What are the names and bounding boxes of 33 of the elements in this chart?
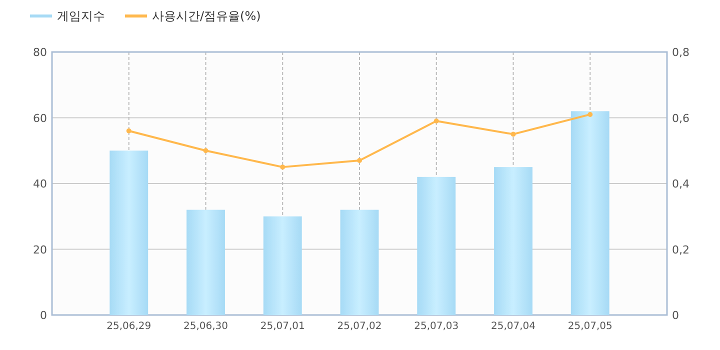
y-tick-label: 40 (33, 178, 47, 190)
y2-tick-label: 0,8 (672, 46, 690, 59)
legend-label: 게임지수 (57, 9, 105, 23)
bar (340, 210, 379, 315)
point (510, 132, 516, 137)
y-tick-label: 80 (33, 46, 47, 59)
y2-tick-label: 0,4 (672, 178, 690, 190)
x-tick-label: 25,07,02 (337, 321, 382, 332)
x-tick-label: 25,06,29 (106, 321, 152, 332)
x-tick-label: 25,07,04 (490, 321, 536, 332)
x-tick-label: 25,07,03 (414, 321, 459, 332)
y-tick-label: 60 (33, 112, 47, 125)
legend-label: 사용시간/점유율(%) (152, 9, 261, 23)
bar (417, 176, 456, 315)
point (126, 128, 132, 134)
point (357, 158, 362, 163)
x-tick-label: 25,07,05 (568, 321, 612, 332)
y-tick-label: 20 (33, 243, 47, 256)
bar (110, 150, 148, 315)
y2-tick-label: 0,6 (672, 112, 690, 125)
point (280, 164, 286, 170)
y-tick-label: 0 (40, 309, 47, 322)
point (588, 112, 593, 117)
point (434, 118, 439, 124)
bar (186, 210, 225, 315)
bar (570, 111, 610, 315)
y2-tick-label: 0,2 (672, 243, 690, 256)
x-tick-label: 25,06,30 (183, 321, 228, 332)
point (203, 148, 208, 154)
bar (494, 167, 532, 315)
y2-tick-label: 0 (672, 309, 679, 322)
bar (263, 216, 302, 315)
x-tick-label: 25,07,01 (260, 321, 305, 332)
